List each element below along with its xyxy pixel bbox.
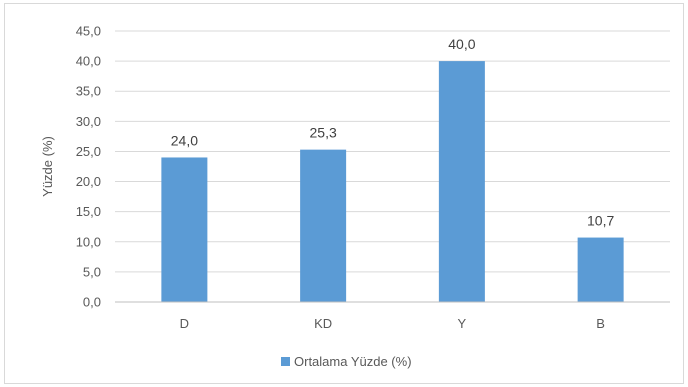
legend-label: Ortalama Yüzde (%) <box>294 354 412 369</box>
y-tick-label: 5,0 <box>83 264 101 279</box>
y-tick-label: 20,0 <box>76 174 101 189</box>
y-tick-label: 30,0 <box>76 114 101 129</box>
data-label: 10,7 <box>587 213 614 229</box>
bar <box>577 237 624 302</box>
bar <box>161 157 208 302</box>
y-tick-label: 25,0 <box>76 144 101 159</box>
x-tick-label: B <box>596 316 605 331</box>
y-tick-label: 40,0 <box>76 54 101 69</box>
y-axis-label: Yüzde (%) <box>40 136 55 197</box>
y-tick-label: 45,0 <box>76 24 101 39</box>
data-label: 25,3 <box>310 125 337 141</box>
legend-swatch <box>281 357 290 366</box>
x-tick-label: Y <box>458 316 467 331</box>
y-axis-ticks: 0,0 5,0 10,0 15,0 20,0 25,0 30,0 35,0 40,0 45,0 <box>76 24 101 310</box>
bar <box>300 149 347 302</box>
bar <box>438 61 485 302</box>
x-axis-ticks: D KD Y B <box>180 316 605 331</box>
bars <box>161 61 624 302</box>
y-tick-label: 0,0 <box>83 295 101 310</box>
y-tick-label: 10,0 <box>76 234 101 249</box>
gridlines <box>115 30 670 273</box>
y-tick-label: 15,0 <box>76 204 101 219</box>
y-tick-label: 35,0 <box>76 84 101 99</box>
data-label: 24,0 <box>171 132 198 148</box>
data-label: 40,0 <box>448 36 475 52</box>
x-tick-label: D <box>180 316 189 331</box>
x-tick-label: KD <box>314 316 332 331</box>
data-labels: 24,0 25,3 40,0 10,7 <box>171 36 615 228</box>
